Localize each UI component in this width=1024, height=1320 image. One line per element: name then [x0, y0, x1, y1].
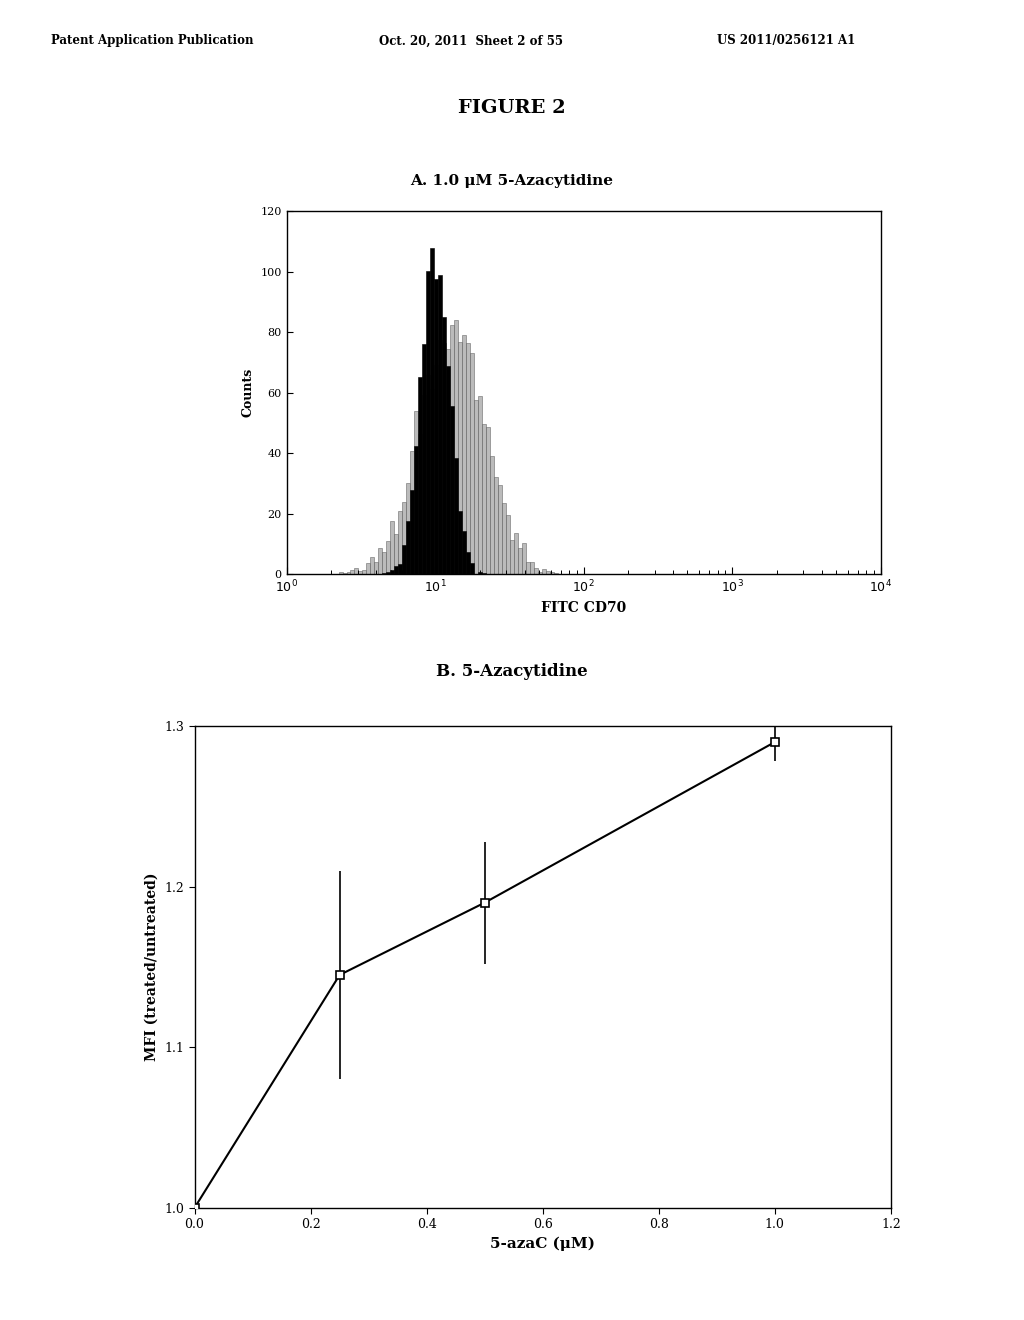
Text: Oct. 20, 2011  Sheet 2 of 55: Oct. 20, 2011 Sheet 2 of 55 [379, 34, 563, 48]
Text: US 2011/0256121 A1: US 2011/0256121 A1 [717, 34, 855, 48]
X-axis label: FITC CD70: FITC CD70 [541, 601, 627, 615]
Text: Patent Application Publication: Patent Application Publication [51, 34, 254, 48]
Y-axis label: Counts: Counts [242, 368, 255, 417]
Text: B. 5-Azacytidine: B. 5-Azacytidine [436, 663, 588, 680]
X-axis label: 5-azaC (μM): 5-azaC (μM) [490, 1237, 595, 1251]
Text: FIGURE 2: FIGURE 2 [458, 99, 566, 117]
Y-axis label: MFI (treated/untreated): MFI (treated/untreated) [144, 873, 159, 1061]
Text: A. 1.0 μM 5-Azacytidine: A. 1.0 μM 5-Azacytidine [411, 174, 613, 189]
